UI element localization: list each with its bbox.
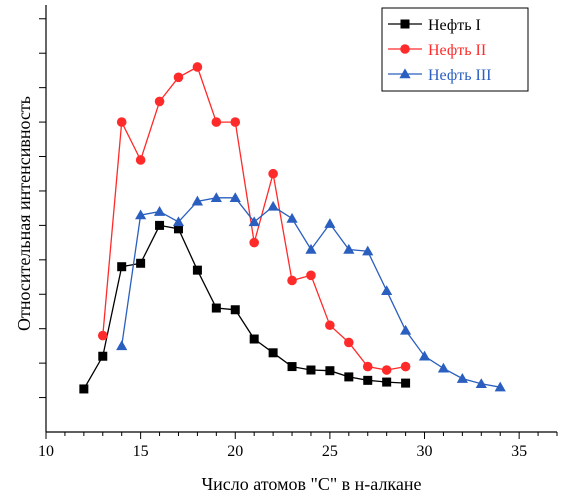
data-point: [267, 200, 279, 211]
data-point: [344, 372, 354, 382]
data-point: [249, 334, 259, 344]
data-point: [344, 337, 354, 348]
legend: Нефть I Нефть II Нефть III: [381, 7, 529, 92]
data-point: [136, 258, 146, 268]
data-point: [154, 96, 165, 107]
data-point: [249, 237, 259, 248]
data-point: [173, 224, 183, 234]
axes: 10 15 20 25 30 35: [38, 5, 558, 460]
data-point: [210, 192, 222, 203]
data-point: [401, 378, 411, 388]
legend-label: Нефть I: [428, 17, 481, 34]
data-point: [116, 117, 127, 127]
data-point: [286, 212, 298, 223]
x-tick-label: 25: [322, 443, 338, 460]
data-point: [192, 265, 202, 275]
legend-marker: [399, 68, 411, 79]
data-point: [98, 351, 108, 361]
data-point: [399, 324, 412, 335]
series-2: [97, 62, 411, 375]
legend-marker: [400, 44, 410, 54]
data-point: [343, 243, 355, 254]
data-point: [382, 377, 392, 387]
data-point: [325, 320, 335, 331]
data-point: [211, 303, 221, 313]
x-axis-title: Число атомов "C" в н-алкане: [201, 474, 421, 494]
x-tick-label: 20: [227, 443, 243, 460]
legend-label: Нефть III: [428, 67, 492, 84]
x-tick-label: 10: [38, 443, 54, 460]
data-point: [97, 330, 108, 341]
y-axis-title: Относительная интенсивность: [14, 96, 34, 331]
data-point: [494, 381, 506, 392]
data-point: [229, 192, 241, 203]
series-3: [116, 192, 506, 392]
data-point: [268, 348, 278, 358]
data-point: [248, 216, 260, 227]
x-tick-label: 15: [133, 443, 149, 460]
data-point: [192, 62, 203, 72]
series-layer: [79, 62, 506, 394]
data-point: [363, 375, 373, 385]
data-point: [116, 340, 128, 351]
data-point: [324, 218, 336, 228]
data-point: [400, 361, 411, 372]
data-point: [456, 373, 468, 383]
data-point: [437, 362, 450, 373]
data-point: [211, 117, 222, 127]
legend-marker: [400, 19, 410, 29]
data-point: [79, 384, 89, 394]
x-tick-label: 35: [511, 443, 527, 460]
data-point: [381, 365, 392, 375]
legend-item: Нефть II: [388, 42, 486, 59]
data-point: [191, 195, 204, 206]
legend-label: Нефть II: [428, 42, 486, 59]
data-point: [287, 362, 297, 372]
data-point: [135, 155, 146, 165]
data-point: [230, 305, 240, 315]
legend-item: Нефть I: [388, 17, 481, 34]
data-point: [117, 262, 127, 272]
data-point: [381, 285, 393, 296]
legend-item: Нефть III: [388, 67, 492, 84]
data-point: [155, 220, 165, 230]
data-point: [306, 365, 316, 375]
data-point: [268, 168, 278, 179]
data-point: [362, 245, 374, 256]
data-point: [135, 209, 147, 220]
data-point: [325, 366, 335, 376]
data-point: [306, 270, 316, 281]
data-point: [305, 243, 317, 254]
data-point: [362, 361, 373, 372]
data-point: [173, 72, 184, 83]
data-point: [418, 350, 431, 361]
data-point: [475, 378, 487, 388]
data-point: [172, 216, 185, 227]
x-tick-label: 30: [417, 443, 433, 460]
data-point: [230, 117, 241, 127]
data-point: [287, 275, 297, 286]
series-1: [79, 220, 411, 394]
data-point: [153, 206, 166, 216]
